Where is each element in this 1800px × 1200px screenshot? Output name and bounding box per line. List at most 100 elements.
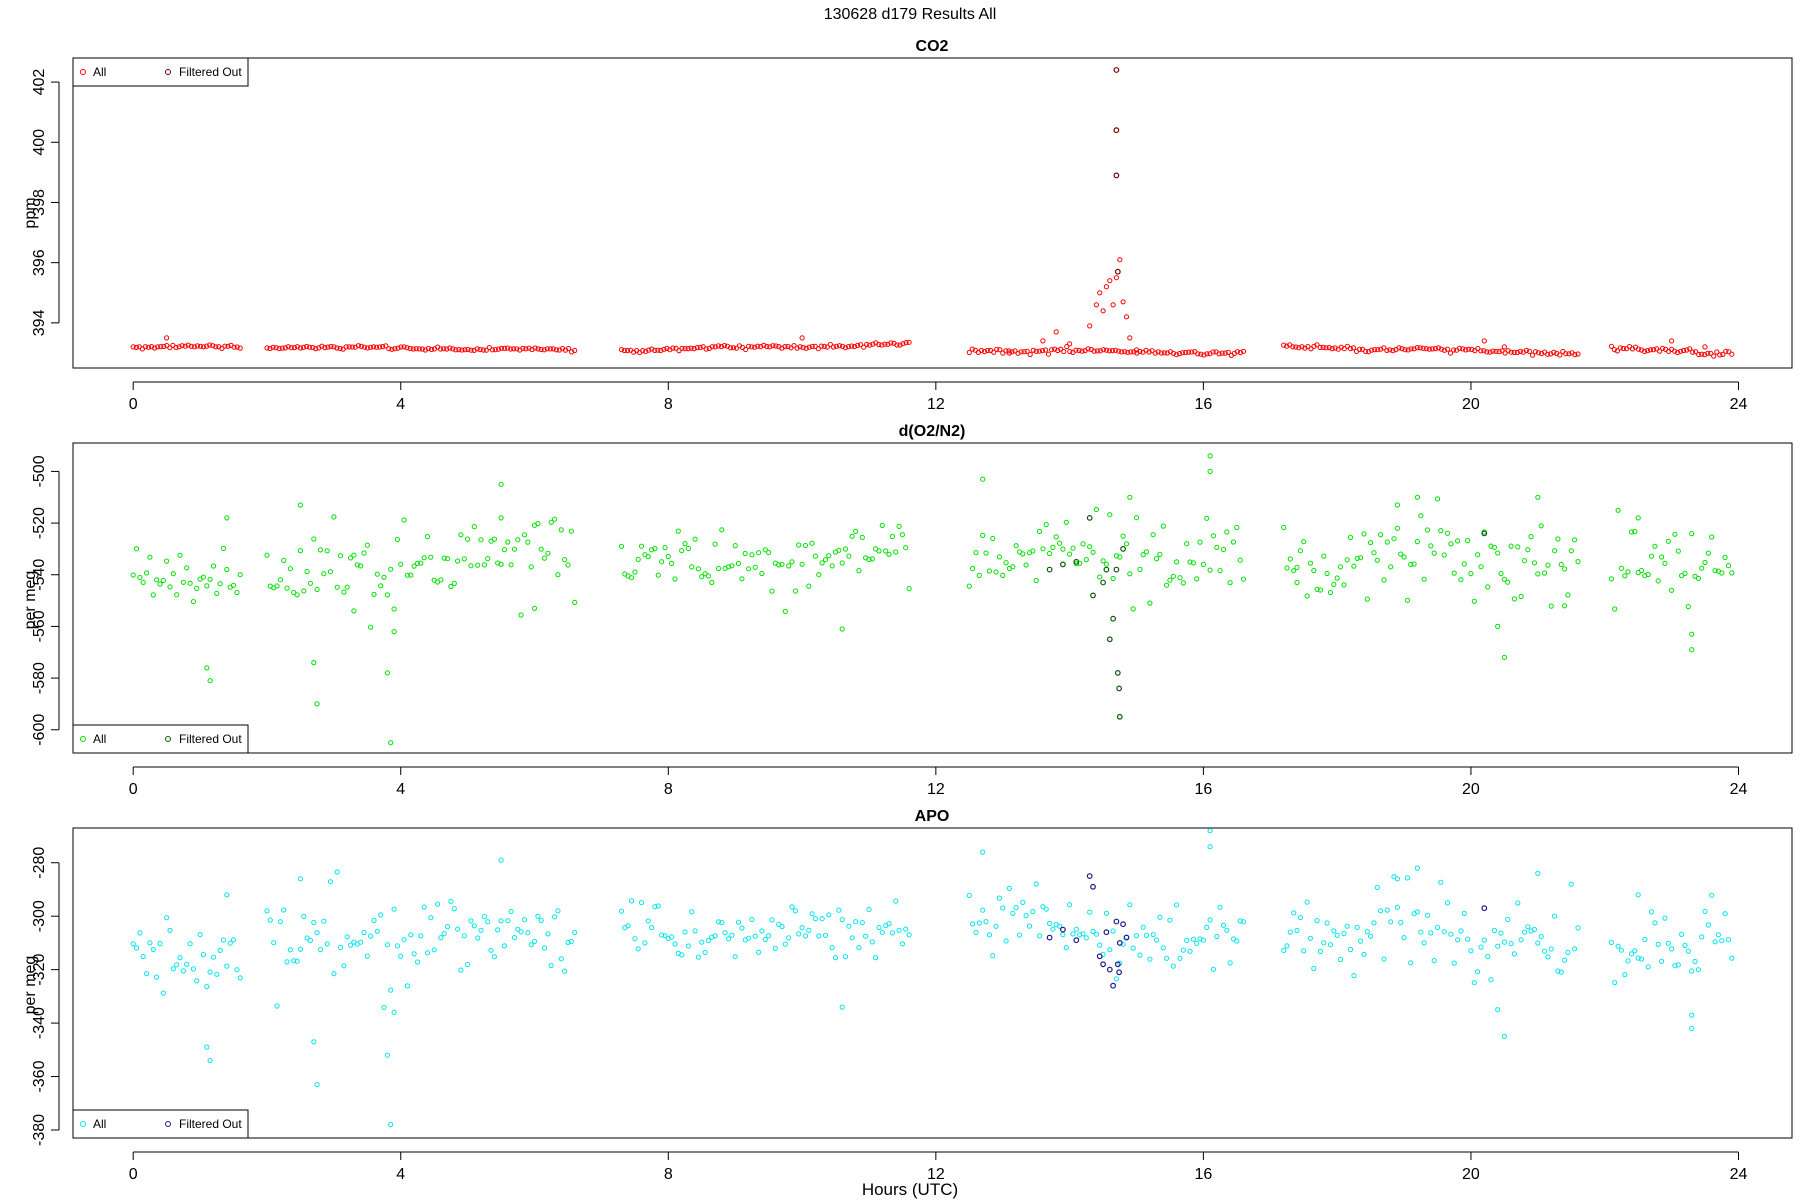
co2-all-point <box>355 343 361 349</box>
co2-all-point <box>1545 351 1551 357</box>
apo-all-point <box>1167 917 1173 923</box>
o2n2-all-point <box>304 569 310 575</box>
o2n2-all-point <box>521 532 528 538</box>
o2n2-all-point <box>164 558 170 564</box>
co2-all-point <box>1234 349 1241 355</box>
o2n2-y-tick-label: -540 <box>31 559 48 591</box>
apo-all-point <box>986 932 993 938</box>
o2n2-all-point <box>207 678 213 684</box>
apo-all-point <box>652 904 658 910</box>
co2-all-point <box>152 345 158 351</box>
o2n2-filtered-point <box>1481 530 1488 537</box>
co2-all-point <box>1614 348 1621 354</box>
co2-all-point <box>658 347 664 354</box>
apo-filtered-point <box>1096 953 1103 960</box>
apo-all-point <box>836 907 842 913</box>
apo-all-point <box>398 953 404 959</box>
apo-all-point <box>1729 955 1735 961</box>
o2n2-all-point <box>150 592 156 598</box>
o2n2-y-tick-label: -560 <box>31 610 48 642</box>
co2-all-point <box>407 345 413 352</box>
o2n2-all-point <box>1562 566 1568 572</box>
apo-all-point <box>1043 906 1049 912</box>
apo-all-point <box>307 937 313 944</box>
o2n2-x-tick-label: 24 <box>1730 781 1748 798</box>
co2-filtered-point <box>1113 172 1120 179</box>
co2-all-point <box>694 345 700 351</box>
co2-all-point <box>444 346 450 352</box>
o2n2-all-point <box>408 572 414 578</box>
co2-y-axis: 394 396 398 400 402 <box>31 69 60 336</box>
co2-all-point <box>1049 347 1055 353</box>
o2n2-all-point <box>1628 529 1635 535</box>
apo-all-point <box>1026 923 1033 929</box>
co2-all-point <box>994 346 1000 352</box>
apo-all-point <box>548 962 554 969</box>
o2n2-all-point <box>752 564 758 570</box>
apo-all-point <box>970 921 976 927</box>
o2n2-all-point <box>682 541 688 547</box>
apo-all-point <box>378 912 384 918</box>
o2n2-all-point <box>508 562 514 568</box>
co2-all-point <box>1356 346 1363 352</box>
apo-all-point <box>692 928 698 934</box>
o2n2-legend-box <box>72 724 249 754</box>
o2n2-all-point <box>1291 568 1297 574</box>
apo-all-point <box>1016 932 1023 938</box>
apo-all-point <box>1070 931 1076 937</box>
apo-all-point <box>1659 958 1665 965</box>
apo-filtered-point <box>1481 905 1488 912</box>
apo-filtered-point <box>1120 921 1126 928</box>
o2n2-all-point <box>170 571 176 577</box>
o2n2-all-point <box>1438 528 1444 534</box>
apo-all-point <box>705 938 712 944</box>
co2-all-point <box>456 347 462 353</box>
apo-panel: APO per meg 0 4 8 12 16 20 24-280-300-320-340-… <box>22 808 1793 1183</box>
co2-all-point <box>325 344 331 350</box>
o2n2-all-point <box>194 585 200 592</box>
apo-all-point <box>806 927 812 934</box>
apo-all-point <box>819 916 825 922</box>
o2n2-all-point <box>1240 576 1247 582</box>
co2-all-point <box>237 345 243 351</box>
apo-all-point <box>725 936 732 942</box>
o2n2-all-point <box>1200 561 1207 568</box>
o2n2-all-point <box>511 546 518 552</box>
apo-all-point <box>344 934 350 940</box>
apo-all-point <box>1063 945 1069 951</box>
o2n2-all-point <box>906 586 912 592</box>
o2n2-all-point <box>1284 565 1290 571</box>
co2-all-point <box>1326 345 1332 351</box>
co2-all-point <box>334 345 340 351</box>
co2-all-point <box>1183 349 1189 356</box>
o2n2-all-point <box>1501 576 1508 582</box>
co2-all-point <box>1112 347 1119 353</box>
apo-all-point <box>284 959 290 965</box>
apo-all-point <box>491 954 497 960</box>
o2n2-all-point <box>565 562 571 568</box>
co2-all-point <box>508 346 514 352</box>
apo-legend-all-marker <box>80 1121 86 1127</box>
co2-all-point <box>1563 351 1569 357</box>
co2-all-point <box>480 347 486 353</box>
co2-all-point <box>876 341 882 348</box>
o2n2-all-point <box>364 542 370 548</box>
apo-all-point <box>297 876 303 882</box>
apo-all-point <box>1087 909 1093 915</box>
o2n2-all-point <box>1304 593 1310 599</box>
o2n2-all-point <box>1515 544 1521 550</box>
o2n2-all-point <box>1354 555 1360 562</box>
apo-all-point <box>555 908 561 914</box>
co2-all-point <box>991 349 997 355</box>
o2n2-all-point <box>859 534 865 541</box>
apo-all-point <box>1394 876 1401 882</box>
apo-all-point <box>304 935 310 941</box>
apo-all-point <box>1692 958 1698 965</box>
o2n2-all-point <box>1347 534 1354 541</box>
co2-all-point <box>1411 346 1417 352</box>
co2-all-point <box>1158 350 1164 356</box>
o2n2-filtered-point <box>1114 670 1121 676</box>
apo-all-point <box>896 927 902 933</box>
co2-all-point <box>697 344 703 351</box>
